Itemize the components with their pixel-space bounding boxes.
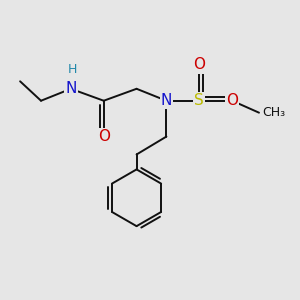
Text: O: O (98, 129, 110, 144)
Text: N: N (161, 93, 172, 108)
Text: N: N (65, 81, 76, 96)
Text: O: O (226, 93, 238, 108)
Text: CH₃: CH₃ (262, 106, 285, 119)
Text: H: H (68, 63, 77, 76)
Text: O: O (193, 57, 205, 72)
Text: S: S (194, 93, 204, 108)
